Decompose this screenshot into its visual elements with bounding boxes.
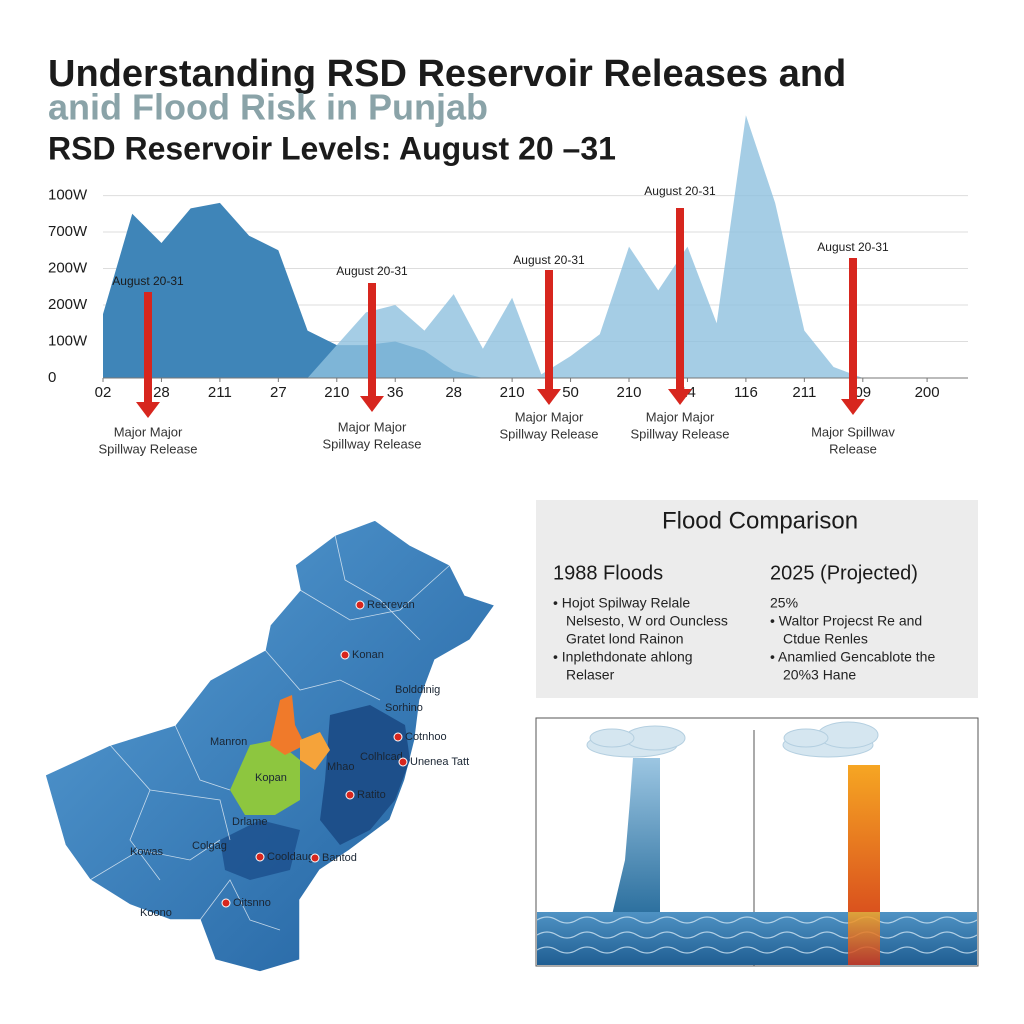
map-label: Oitsnno <box>233 897 271 909</box>
column-line: Ctdue Renles <box>783 631 868 647</box>
arrow-shaft <box>368 283 376 398</box>
arrow-head <box>841 399 865 415</box>
column-line: 25% <box>770 595 798 611</box>
map-label: Bantod <box>322 852 357 864</box>
x-tick-label: 02 <box>95 384 112 401</box>
column-line: Nelsesto, W ord Ouncless <box>566 613 728 629</box>
annotation-note: Release <box>829 441 877 456</box>
map-label: Colhlcad <box>360 751 403 763</box>
y-tick-label: 0 <box>48 369 56 386</box>
map-label: Sorhino <box>385 702 423 714</box>
x-tick-label: 27 <box>270 384 287 401</box>
map-marker <box>310 853 320 863</box>
arrow-shaft <box>545 270 553 391</box>
y-tick-label: 100W <box>48 332 88 349</box>
x-tick-label: 210 <box>324 384 349 401</box>
annotation-label: August 20-31 <box>513 253 585 267</box>
y-tick-label: 200W <box>48 260 88 277</box>
annotation-note: Spillway Release <box>323 436 422 451</box>
arrow-head <box>668 389 692 405</box>
map-region <box>220 820 300 880</box>
area <box>103 202 513 378</box>
x-tick-label: 36 <box>387 384 404 401</box>
annotation-label: August 20-31 <box>644 184 716 198</box>
flood-illustration <box>535 717 979 967</box>
map-label: Mhao <box>327 761 355 773</box>
arrow-head <box>136 402 160 418</box>
x-tick-label: 210 <box>500 384 525 401</box>
map-marker <box>340 650 350 660</box>
annotation-note: Major Spillwav <box>811 424 895 439</box>
map-label: Bolddinig <box>395 684 440 696</box>
map-label: Ratito <box>357 789 386 801</box>
map-label: Cooldaug <box>267 851 314 863</box>
map-label: Unenea Tatt <box>410 756 469 768</box>
map-label: Drlame <box>232 816 267 828</box>
annotation-note: Spillway Release <box>631 426 730 441</box>
x-tick-label: 116 <box>734 384 758 401</box>
map-region <box>300 732 330 770</box>
arrow-shaft <box>849 258 857 401</box>
y-tick-label: 200W <box>48 296 88 313</box>
map-marker <box>398 757 408 767</box>
map-region <box>270 695 305 755</box>
column-line: • Inplethdonate ahlong <box>553 649 693 665</box>
annotation-note: Major Major <box>338 419 407 434</box>
map-marker <box>221 898 231 908</box>
x-tick-label: 09 <box>854 384 871 401</box>
annotation-note: Major Major <box>515 409 584 424</box>
comparison-panel <box>536 500 978 698</box>
subtitle: RSD Reservoir Levels: August 20 –31 <box>48 130 616 166</box>
x-tick-label: 211 <box>208 384 232 401</box>
map-marker <box>345 790 355 800</box>
column-line: Relaser <box>566 667 615 683</box>
column-heading: 1988 Floods <box>553 562 663 584</box>
x-tick-label: 211 <box>792 384 816 401</box>
map-label: Koono <box>140 907 172 919</box>
arrow-head <box>360 396 384 412</box>
annotation-label: August 20-31 <box>817 240 889 254</box>
map-region <box>320 705 410 845</box>
arrow-head <box>537 389 561 405</box>
annotation-note: Major Major <box>114 424 183 439</box>
y-tick-label: 700W <box>48 223 88 240</box>
map-label: Cotnhoo <box>405 731 447 743</box>
x-tick-label: 28 <box>153 384 170 401</box>
map: Reerevan Konan Bolddinig Sorhino Manron Kopan… <box>44 519 497 973</box>
map-label: Konan <box>352 649 384 661</box>
x-tick-label: 50 <box>562 384 579 401</box>
column-line: • Anamlied Gencablote the <box>770 649 935 665</box>
x-tick-label: 28 <box>445 384 462 401</box>
x-tick-label: 200 <box>915 384 940 401</box>
map-marker <box>393 732 403 742</box>
annotation-label: August 20-31 <box>336 264 408 278</box>
title-line2: anid Flood Risk in Punjab <box>48 87 488 128</box>
map-label: Manron <box>210 736 247 748</box>
column-line: 20%3 Hane <box>783 667 856 683</box>
x-tick-label: 210 <box>616 384 641 401</box>
comparison-title: Flood Comparison <box>662 507 858 534</box>
map-label: Colgag <box>192 840 227 852</box>
title: Understanding RSD Reservoir Releases and <box>48 53 846 95</box>
column-line: • Hojot Spilway Relale <box>553 595 690 611</box>
annotation-label: August 20-31 <box>112 274 184 288</box>
map-label: Reerevan <box>367 599 415 611</box>
map-region <box>230 740 300 815</box>
map-label: Kowas <box>130 846 164 858</box>
annotation-note: Spillway Release <box>500 426 599 441</box>
annotation-note: Major Major <box>646 409 715 424</box>
column-line: Gratet lond Rainon <box>566 631 684 647</box>
column-heading: 2025 (Projected) <box>770 562 918 584</box>
y-tick-label: 100W <box>48 187 88 204</box>
map-marker <box>255 852 265 862</box>
arrow-shaft <box>676 208 684 391</box>
annotation-note: Spillway Release <box>99 441 198 456</box>
map-label: Kopan <box>255 772 287 784</box>
map-marker <box>355 600 365 610</box>
area-chart: 0 100W 200W 200W 700W 100W 02 28 211 27 210 36 28 210… <box>48 115 969 456</box>
arrow-shaft <box>144 292 152 404</box>
column-line: • Waltor Projecst Re and <box>770 613 922 629</box>
